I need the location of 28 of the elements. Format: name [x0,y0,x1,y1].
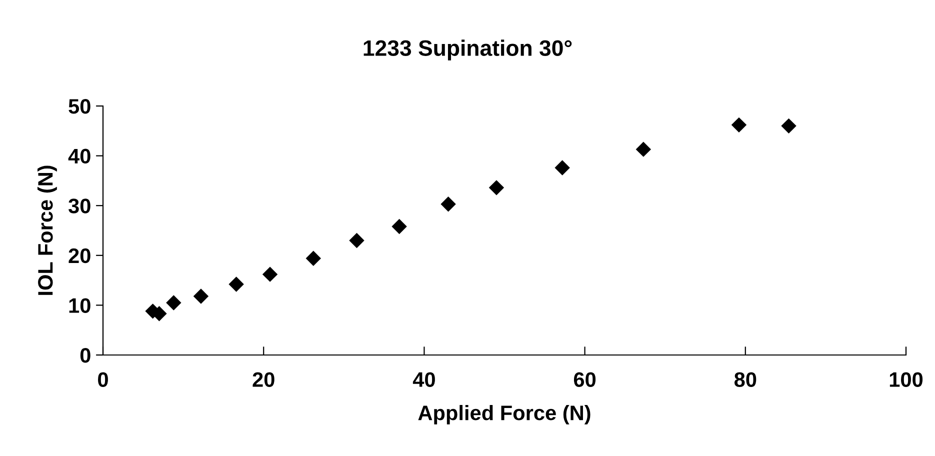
x-tick-label: 40 [412,372,435,387]
point [636,142,652,157]
y-tick-label: 0 [80,348,90,363]
chart-title: 1233 Supination 30° [364,40,572,60]
point [731,117,747,133]
y-tick-label: 10 [69,298,90,313]
point [193,288,209,304]
point [166,295,182,310]
y-tick-label: 50 [68,99,90,114]
point [440,196,456,212]
point [392,218,407,234]
x-tick-label: 20 [252,372,274,387]
x-axis-title: Applied Force (N) [418,404,590,424]
y-axis-title: IOL Force (N) [37,166,57,295]
point [349,232,364,248]
y-tick-label: 40 [68,148,90,164]
point [488,180,504,196]
point [554,160,570,176]
x-tick-label: 80 [734,372,756,387]
y-tick-label: 20 [68,248,90,264]
point [306,250,321,266]
y-tick-label: 30 [68,198,90,214]
x-tick-label: 0 [98,372,108,387]
x-tick-label: 100 [890,372,923,387]
point [781,118,796,134]
point [262,266,278,282]
point [228,276,244,292]
x-tick-label: 60 [574,372,596,387]
